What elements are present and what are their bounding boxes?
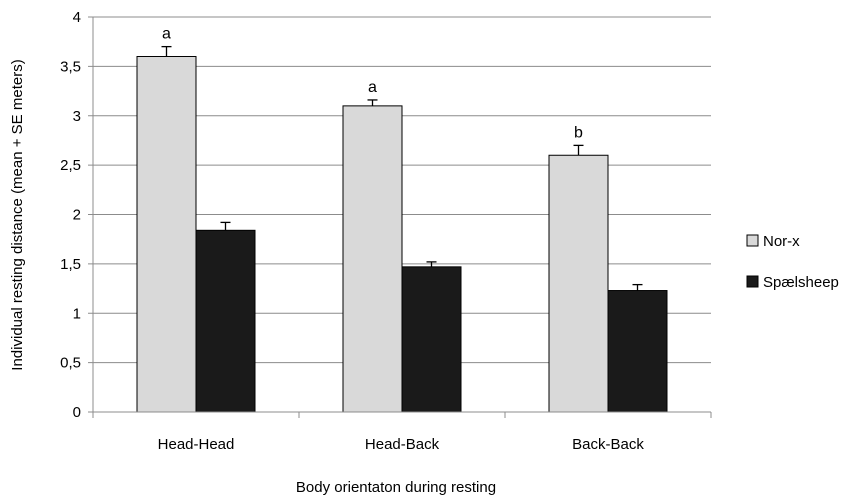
bar-spaelsheep-head-head: [195, 229, 256, 413]
bar-spaelsheep-head-back: [401, 266, 462, 413]
error-bars: [161, 45, 643, 291]
y-tick-label: 1,5: [60, 256, 81, 273]
legend: Nor-x Spælsheep: [746, 233, 839, 291]
bar-spaelsheep-back-back: [607, 290, 668, 413]
y-axis-title: Individual resting distance (mean + SE m…: [9, 59, 26, 370]
y-tick-label: 4: [73, 9, 81, 26]
y-tick-labels: 0 0,5 1 1,5 2 2,5 3 3,5 4: [60, 9, 81, 421]
y-tick-label: 3,5: [60, 58, 81, 75]
x-category-label: Head-Head: [158, 436, 235, 453]
legend-swatch-nor-x: [746, 234, 759, 247]
x-category-label: Back-Back: [572, 436, 644, 453]
significance-letter: a: [368, 79, 377, 96]
legend-label-spaelsheep: Spælsheep: [763, 274, 839, 291]
y-tick-label: 1: [73, 305, 81, 322]
y-tick-label: 2: [73, 207, 81, 224]
bar-nor-x-head-back: [342, 105, 403, 413]
legend-label-nor-x: Nor-x: [763, 233, 800, 250]
y-tick-label: 3: [73, 108, 81, 125]
bars: [136, 56, 668, 413]
significance-letter: a: [162, 26, 171, 43]
x-axis-title: Body orientaton during resting: [296, 479, 496, 496]
bar-nor-x-head-head: [136, 56, 197, 413]
legend-swatch-spaelsheep: [746, 275, 759, 288]
x-category-labels: Head-Head Head-Back Back-Back: [158, 436, 645, 453]
axes: [92, 17, 712, 418]
bar-nor-x-back-back: [548, 154, 609, 413]
y-tick-label: 0,5: [60, 355, 81, 372]
y-tick-label: 2,5: [60, 157, 81, 174]
y-tick-label: 0: [73, 404, 81, 421]
x-category-label: Head-Back: [365, 436, 440, 453]
significance-labels: a a b: [162, 26, 583, 142]
significance-letter: b: [574, 124, 583, 141]
